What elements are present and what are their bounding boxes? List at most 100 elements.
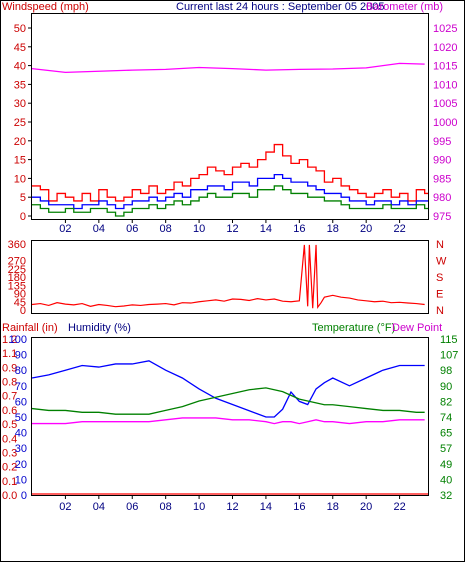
direction-tick-label: 270 — [8, 256, 26, 268]
x-tick-label-top: 04 — [93, 223, 105, 235]
x-tick-label-bottom: 22 — [393, 501, 405, 513]
compass-label: W — [436, 256, 447, 268]
barometer-tick-label: 1010 — [433, 79, 457, 91]
compass-label: N — [436, 239, 444, 251]
thh-series-line-1 — [31, 387, 425, 415]
direction-panel-frame — [31, 240, 429, 314]
barometer-tick-label: 1025 — [433, 23, 457, 35]
rainfall-tick-label: 1.1 — [2, 348, 17, 360]
rainfall-tick-label: 0.8 — [2, 377, 17, 389]
barometer-tick-label: 1000 — [433, 117, 457, 129]
rainfall-tick-label: 0.2 — [2, 462, 17, 474]
temperature-tick-label: 65 — [440, 428, 452, 440]
x-tick-label-top: 18 — [327, 223, 339, 235]
direction-tick-label: 45 — [14, 297, 26, 309]
humidity-tick-label: 80 — [15, 365, 27, 377]
humidity-axis-label: Humidity (%) — [68, 322, 131, 334]
barometer-tick-label: 1005 — [433, 98, 457, 110]
direction-series-line — [31, 244, 425, 310]
direction-tick-label: 225 — [8, 264, 26, 276]
windspeed-tick-label: 5 — [20, 192, 26, 204]
windspeed-tick-label: 20 — [14, 136, 26, 148]
temperature-tick-label: 115 — [440, 334, 458, 346]
windspeed-tick-label: 25 — [14, 117, 26, 129]
rainfall-tick-label: 0.0 — [2, 490, 17, 502]
windspeed-tick-label: 40 — [14, 61, 26, 73]
temperature-tick-label: 74 — [440, 412, 452, 424]
windspeed-tick-label: 15 — [14, 155, 26, 167]
dewpoint-axis-label: Dew Point — [392, 322, 442, 334]
x-tick-label-top: 02 — [59, 223, 71, 235]
rainfall-tick-label: 0.1 — [2, 476, 17, 488]
wind-series-line-2 — [32, 185, 428, 217]
direction-tick-label: 135 — [8, 280, 26, 292]
x-tick-label-top: 16 — [293, 223, 305, 235]
x-tick-label-bottom: 10 — [193, 501, 205, 513]
temperature-tick-label: 90 — [440, 381, 452, 393]
x-tick-label-bottom: 02 — [59, 501, 71, 513]
x-tick-label-bottom: 18 — [327, 501, 339, 513]
barometer-axis-label: Barometer (mb) — [366, 1, 443, 13]
wind-series-line-3 — [31, 62, 425, 74]
windspeed-tick-label: 45 — [14, 42, 26, 54]
rainfall-axis-label: Rainfall (in) — [2, 322, 58, 334]
wind-series-line-1 — [32, 173, 428, 210]
wind-series-line-0 — [32, 143, 428, 202]
rainfall-tick-label: 0.7 — [2, 391, 17, 403]
thh-series-line-0 — [31, 360, 425, 418]
rainfall-tick-label: 0.4 — [2, 433, 17, 445]
barometer-tick-label: 985 — [433, 173, 451, 185]
thh-panel-frame — [31, 337, 429, 496]
barometer-tick-label: 1020 — [433, 42, 457, 54]
temperature-tick-label: 49 — [440, 459, 452, 471]
thh-series-line-2 — [32, 417, 425, 425]
humidity-tick-label: 100 — [9, 334, 27, 346]
rainfall-tick-label: 0.5 — [2, 419, 17, 431]
humidity-tick-label: 0 — [21, 490, 27, 502]
x-tick-label-top: 12 — [226, 223, 238, 235]
x-tick-label-bottom: 06 — [126, 501, 138, 513]
direction-tick-label: 0 — [20, 305, 26, 317]
humidity-tick-label: 20 — [15, 459, 27, 471]
windspeed-tick-label: 50 — [14, 23, 26, 35]
barometer-tick-label: 1015 — [433, 61, 457, 73]
x-tick-label-bottom: 14 — [260, 501, 272, 513]
humidity-tick-label: 30 — [15, 443, 27, 455]
humidity-tick-label: 10 — [15, 474, 27, 486]
x-tick-label-bottom: 16 — [293, 501, 305, 513]
barometer-tick-label: 980 — [433, 192, 451, 204]
x-tick-label-top: 06 — [126, 223, 138, 235]
compass-label: S — [436, 272, 443, 284]
rainfall-tick-label: 1.2 — [2, 334, 17, 346]
direction-tick-label: 90 — [14, 289, 26, 301]
barometer-tick-label: 995 — [433, 136, 451, 148]
wind-panel-frame — [31, 13, 429, 220]
x-tick-label-top: 10 — [193, 223, 205, 235]
direction-tick-label: 360 — [8, 239, 26, 251]
barometer-tick-label: 975 — [433, 211, 451, 223]
x-tick-label-top: 14 — [260, 223, 272, 235]
humidity-tick-label: 70 — [15, 381, 27, 393]
windspeed-tick-label: 35 — [14, 79, 26, 91]
rainfall-tick-label: 0.6 — [2, 405, 17, 417]
x-tick-label-bottom: 12 — [226, 501, 238, 513]
windspeed-tick-label: 30 — [14, 98, 26, 110]
windspeed-tick-label: 0 — [20, 211, 26, 223]
compass-label: E — [436, 289, 443, 301]
x-tick-label-bottom: 20 — [360, 501, 372, 513]
humidity-tick-label: 50 — [15, 412, 27, 424]
temperature-tick-label: 82 — [440, 396, 452, 408]
temperature-tick-label: 98 — [440, 365, 452, 377]
x-tick-label-bottom: 08 — [160, 501, 172, 513]
rainfall-tick-label: 0.3 — [2, 447, 17, 459]
temperature-tick-label: 57 — [440, 443, 452, 455]
rainfall-tick-label: 0.9 — [2, 362, 17, 374]
direction-tick-label: 180 — [8, 272, 26, 284]
humidity-tick-label: 90 — [15, 350, 27, 362]
temperature-tick-label: 107 — [440, 350, 458, 362]
temperature-tick-label: 40 — [440, 474, 452, 486]
windspeed-tick-label: 10 — [14, 173, 26, 185]
barometer-tick-label: 990 — [433, 155, 451, 167]
